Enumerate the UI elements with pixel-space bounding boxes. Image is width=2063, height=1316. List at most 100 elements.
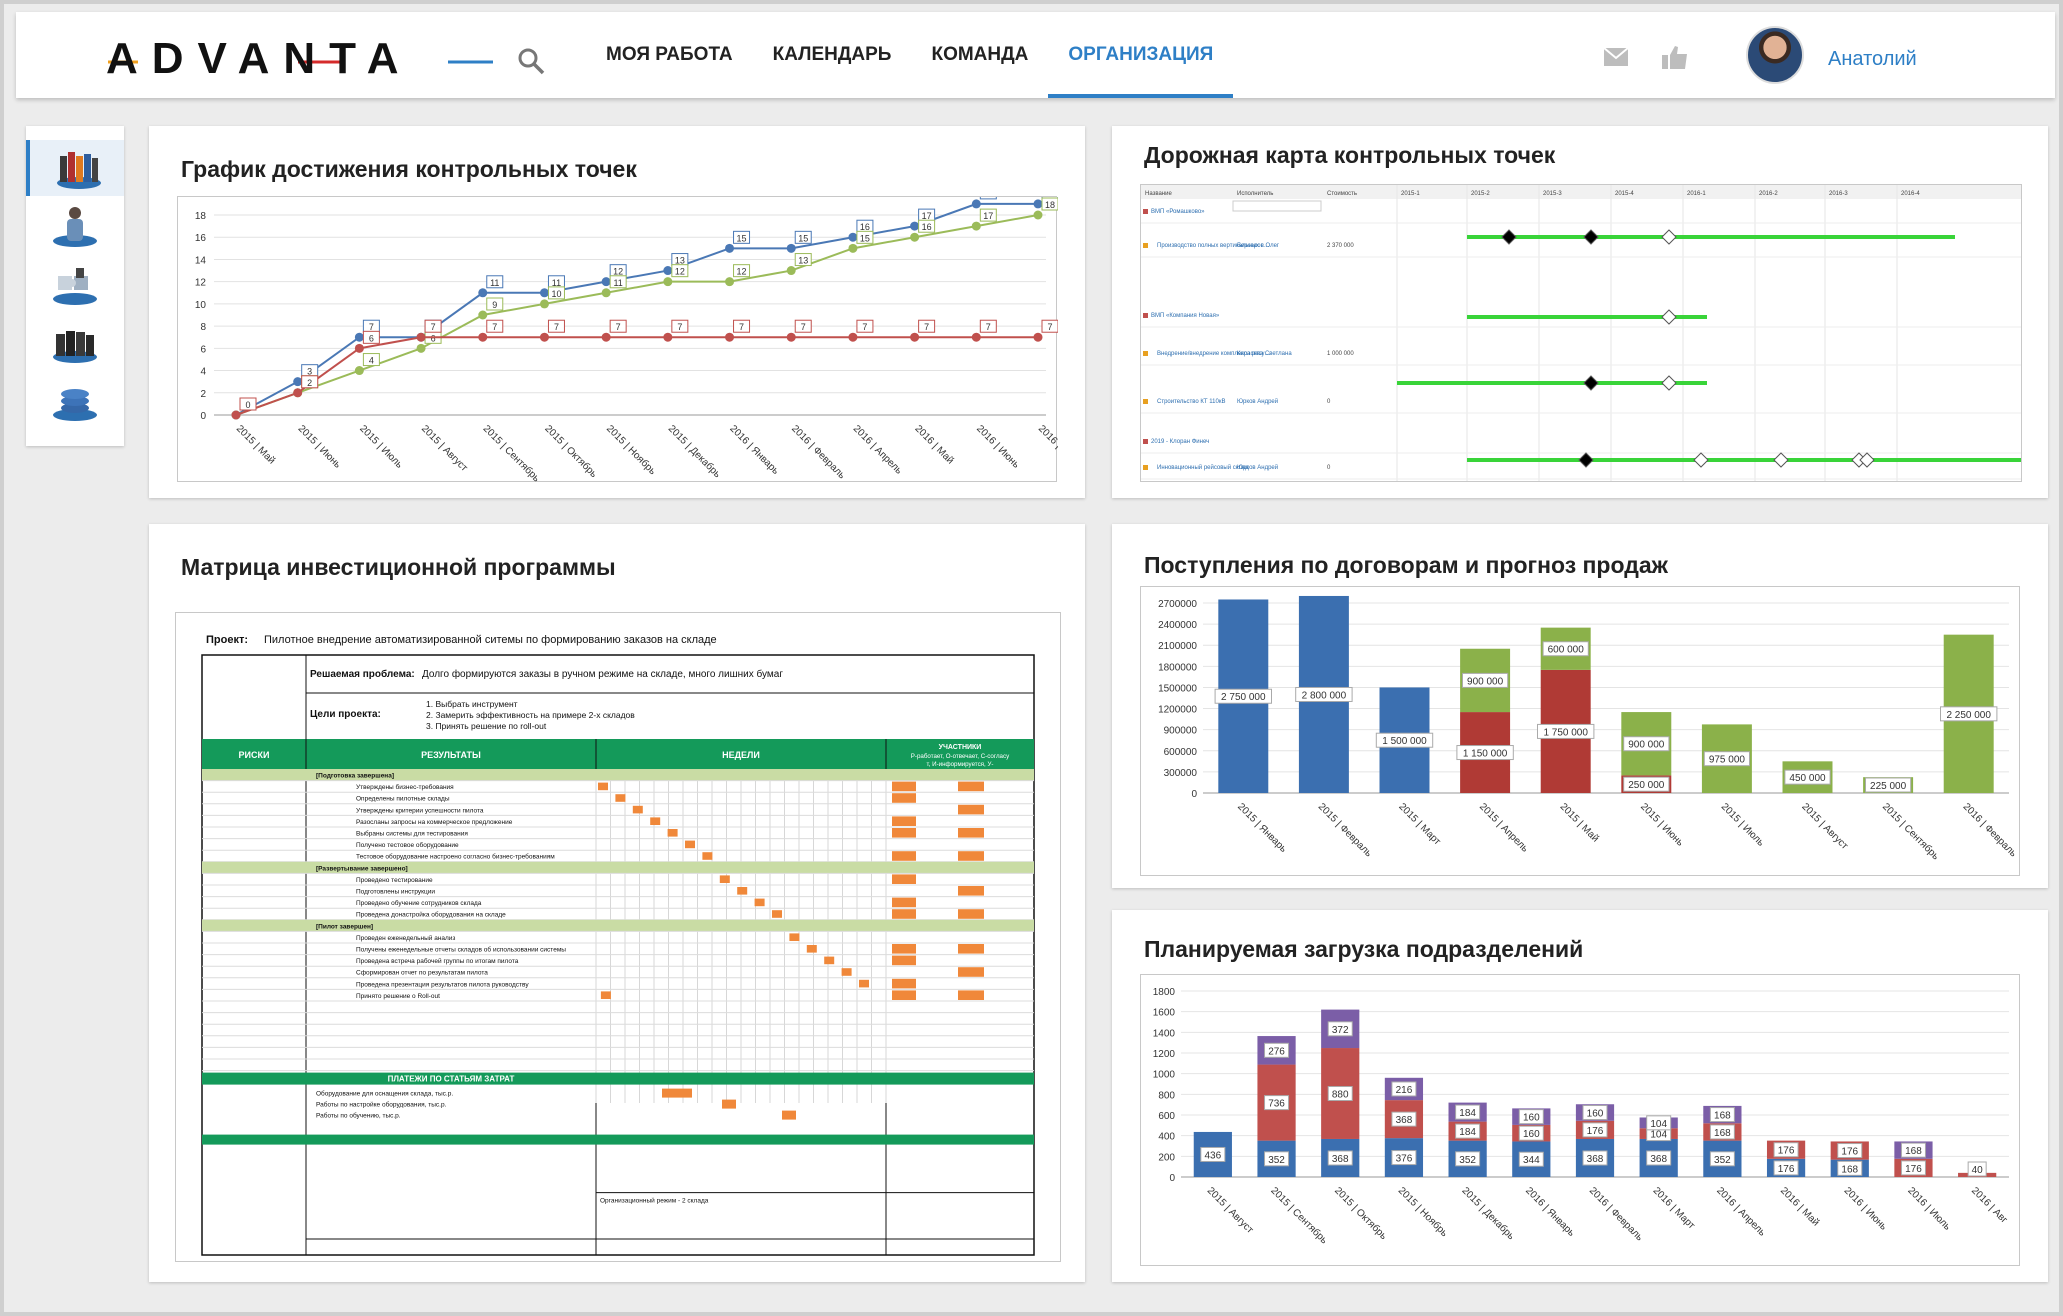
week-cell (806, 945, 817, 953)
matrix-footer-band (202, 1134, 1034, 1145)
search-icon[interactable] (516, 46, 546, 76)
roadmap-row-executor[interactable]: Юрков Андрей (1237, 398, 1278, 405)
nav-tab-4[interactable]: ОРГАНИЗАЦИЯ (1048, 12, 1234, 98)
participant-cell (892, 828, 916, 838)
mail-icon[interactable] (1604, 48, 1628, 66)
card-title-load: Планируемая загрузка подразделений (1144, 936, 1584, 962)
x-tick-label: 2015 | Август (1205, 1185, 1256, 1236)
sidebar-item-books[interactable] (26, 140, 124, 196)
problem-text: Долго формируются заказы в ручном режиме… (422, 668, 783, 680)
data-label-box (1967, 1161, 1987, 1177)
user-name-link[interactable]: Анатолий (1828, 48, 1917, 70)
executor-filter-input[interactable] (1232, 200, 1322, 212)
problem-label: Решаемая проблема: (310, 668, 415, 680)
series-point (848, 332, 858, 342)
card-title-roadmap: Дорожная карта контрольных точек (1144, 142, 1556, 168)
milestone-diamond[interactable] (1661, 309, 1677, 325)
advanta-logo[interactable]: ADVANTA (106, 34, 413, 83)
sidebar-item-puzzle[interactable] (26, 256, 124, 312)
nav-tab-3[interactable]: КОМАНДА (931, 44, 1029, 65)
x-tick-label: 2016 | Июнь (974, 423, 1021, 470)
participant-cell (958, 781, 984, 792)
data-label-box (1214, 688, 1272, 704)
y-tick-label: 800 (1158, 1090, 1175, 1101)
matrix-task-label: Проведено тестирование (356, 877, 433, 884)
project-icon (1143, 351, 1148, 356)
coins-icon (53, 389, 97, 421)
data-label: 450 000 (1789, 773, 1826, 784)
x-tick-label: 2015 | Июль (357, 423, 404, 470)
y-tick-label: 0 (1169, 1173, 1175, 1184)
milestone-diamond[interactable] (1859, 452, 1875, 468)
roadmap-row-name[interactable]: Инновационный рейсовый склад (1157, 464, 1249, 471)
load-card: Планируемая загрузка подразделений 0 200 4… (1112, 910, 2048, 1282)
data-label-box (1703, 751, 1750, 767)
y-tick-label: 1800000 (1158, 662, 1197, 673)
matrix-task-label: Проведена встреча рабочей группы по итог… (356, 957, 519, 965)
data-label: 16 (860, 222, 870, 232)
roadmap-row-executor[interactable]: Берсеров Олег (1237, 243, 1280, 249)
milestone-diamond[interactable] (1583, 375, 1599, 391)
y-tick-label: 600000 (1164, 747, 1198, 758)
week-cell (841, 968, 852, 976)
x-tick-label: 2016 | Апрель (1714, 1185, 1767, 1238)
matrix-footer-note: Организационный режим - 2 склада (600, 1197, 709, 1205)
sidebar-item-coins[interactable] (26, 372, 124, 428)
sidebar-item-team[interactable] (26, 314, 124, 370)
data-label: 11 (552, 278, 561, 288)
card-title-revenue: Поступления по договорам и прогноз прода… (1144, 552, 1668, 578)
revenue-card: Поступления по договорам и прогноз прода… (1112, 524, 2048, 888)
matrix-task-label: Получено тестовое оборудование (356, 841, 459, 849)
roadmap-row-name[interactable]: ВМП «Ромашково» (1151, 209, 1205, 215)
data-label: 4 (369, 356, 374, 366)
roadmap-col-header: Название (1145, 191, 1172, 197)
series-point (1033, 199, 1043, 209)
data-label: 376 (1396, 1154, 1413, 1165)
week-cell (600, 991, 611, 999)
roadmap-row-name[interactable]: Внедрение/внедрение комплекса ресу… (1157, 351, 1271, 357)
payment-cell (662, 1088, 692, 1098)
milestone-diamond[interactable] (1773, 452, 1789, 468)
data-label-box (733, 319, 751, 333)
data-label: 18 (1045, 200, 1055, 210)
x-tick-label: 2016 | Авг (1969, 1185, 2010, 1226)
week-cell (824, 956, 835, 965)
like-icon[interactable] (1662, 45, 1688, 69)
roadmap-row-name[interactable]: ВМП «Компания Новая» (1151, 313, 1220, 319)
matrix-task-label: Определены пилотные склады (356, 796, 450, 803)
data-label: 176 (1841, 1147, 1858, 1158)
data-label-box (1455, 1123, 1481, 1139)
milestone-diamond[interactable] (1501, 229, 1517, 245)
data-label-box (918, 219, 936, 233)
roadmap-row-name[interactable]: Строительство КТ 110кВ (1157, 399, 1225, 405)
matrix-task-label: Проведено обучение сотрудников склада (356, 899, 482, 907)
sidebar-item-person[interactable] (26, 198, 124, 254)
avatar[interactable] (1746, 26, 1804, 84)
roadmap-row-executor[interactable]: Карасева Светлана (1237, 351, 1292, 357)
roadmap-row-name[interactable]: Производство полных вертикальных с… (1157, 243, 1270, 249)
milestone-diamond[interactable] (1661, 375, 1677, 391)
x-tick-label: 2016 | Май (912, 423, 955, 466)
roadmap-row-executor[interactable]: Юрков Андрей (1237, 464, 1278, 471)
data-label: 352 (1268, 1155, 1285, 1166)
x-tick-label: 2015 | Май (1558, 801, 1601, 844)
nav-tab-2[interactable]: КАЛЕНДАРЬ (772, 44, 892, 65)
data-label: 7 (862, 322, 867, 332)
data-label-box (1327, 1150, 1353, 1166)
data-label-box (1865, 777, 1912, 793)
series-point (725, 277, 735, 287)
milestone-diamond[interactable] (1578, 452, 1594, 468)
data-label-box (1518, 1151, 1544, 1167)
roadmap-col-header: 2016-2 (1759, 191, 1778, 197)
data-label-box (733, 264, 751, 278)
milestone-diamond[interactable] (1583, 229, 1599, 245)
series-point (786, 266, 796, 276)
data-label-box (1264, 1095, 1290, 1111)
roadmap-col-header: 2015-2 (1471, 191, 1490, 197)
nav-tab-1[interactable]: МОЯ РАБОТА (606, 44, 733, 65)
milestone-diamond[interactable] (1693, 452, 1709, 468)
x-tick-label: 2015 | Апрель (1477, 801, 1530, 854)
milestone-diamond[interactable] (1661, 229, 1677, 245)
roadmap-row-name[interactable]: 2019 - Клоран Финеч (1151, 439, 1209, 445)
